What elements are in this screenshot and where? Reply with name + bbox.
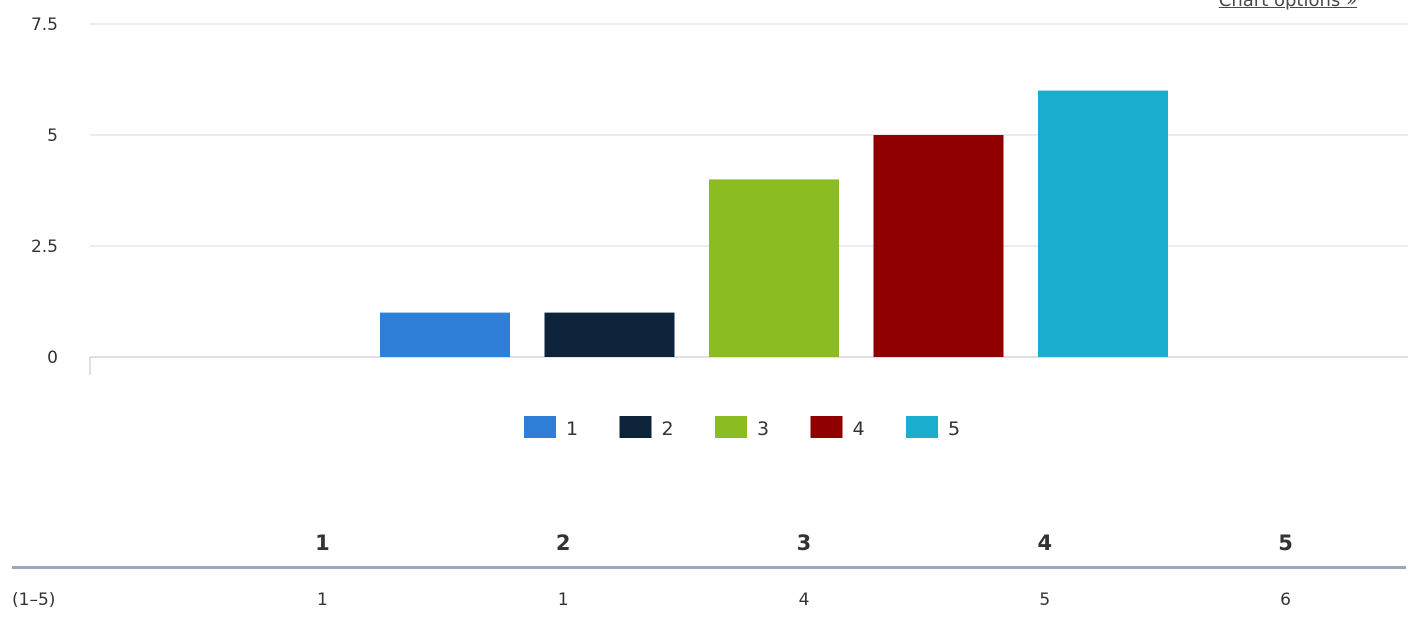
legend-label: 1: [566, 418, 578, 440]
table-cell: 6: [1165, 568, 1406, 631]
legend-label: 4: [853, 418, 865, 440]
legend-item-1[interactable]: 1: [524, 416, 578, 440]
bar-chart: 0 2.5 5 7.5 1 2 3 4 5: [0, 0, 1419, 470]
legend-item-4[interactable]: 4: [811, 416, 865, 440]
legend-swatch: [715, 416, 747, 438]
legend-swatch: [620, 416, 652, 438]
table-cell: 1: [202, 568, 443, 631]
table-cell: 1: [443, 568, 684, 631]
legend-item-3[interactable]: 3: [715, 416, 769, 440]
y-tick-label: 5: [47, 126, 58, 146]
legend: 1 2 3 4 5: [524, 416, 960, 440]
legend-label: 3: [757, 418, 769, 440]
legend-item-2[interactable]: 2: [620, 416, 674, 440]
bar-series-4[interactable]: [874, 135, 1004, 357]
legend-swatch: [811, 416, 843, 438]
legend-swatch: [524, 416, 556, 438]
legend-swatch: [906, 416, 938, 438]
y-tick-label: 0: [47, 348, 58, 368]
table-header-cell: 3: [684, 520, 925, 568]
table-header-cell: 4: [924, 520, 1165, 568]
legend-item-5[interactable]: 5: [906, 416, 960, 440]
bar-series-2[interactable]: [545, 313, 675, 357]
y-axis-ticks: 0 2.5 5 7.5: [31, 15, 58, 368]
y-tick-label: 2.5: [31, 237, 58, 257]
table-cell: 5: [924, 568, 1165, 631]
bar-series-3[interactable]: [709, 179, 839, 357]
table-header-cell: 2: [443, 520, 684, 568]
table-header-cell: 5: [1165, 520, 1406, 568]
table-header-cell: 1: [202, 520, 443, 568]
table-row-label: (1–5): [12, 568, 202, 631]
y-tick-label: 7.5: [31, 15, 58, 35]
legend-label: 5: [948, 418, 960, 440]
bars: [380, 91, 1168, 357]
table-cell: 4: [684, 568, 925, 631]
bar-series-1[interactable]: [380, 313, 510, 357]
bar-series-5[interactable]: [1038, 91, 1168, 357]
legend-label: 2: [662, 418, 674, 440]
table-header-spacer: [12, 520, 202, 568]
